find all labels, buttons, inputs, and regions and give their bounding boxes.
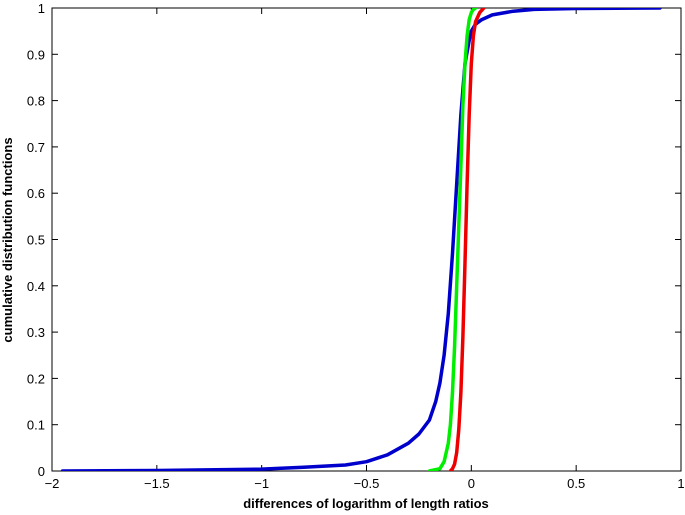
y-tick-label: 0.4 bbox=[27, 279, 45, 294]
y-tick-label: 0.2 bbox=[27, 371, 45, 386]
y-tick-label: 0.7 bbox=[27, 140, 45, 155]
y-tick-label: 0.8 bbox=[27, 94, 45, 109]
plot-area bbox=[51, 7, 682, 472]
y-axis-label: cumulative distribution functions bbox=[0, 137, 15, 342]
y-axis-ticks: 0 0.1 0.2 0.3 0.4 0.5 0.6 0.7 0.8 0.9 1 bbox=[27, 1, 681, 479]
y-tick-label: 0.6 bbox=[27, 186, 45, 201]
series-line-3 bbox=[448, 8, 486, 471]
x-axis-ticks: −2 −1.5 −1 −0.5 0 0.5 1 bbox=[45, 8, 685, 491]
y-tick-label: 0.3 bbox=[27, 325, 45, 340]
series-group bbox=[60, 8, 662, 471]
series-line-2 bbox=[427, 8, 478, 471]
y-tick-label: 1 bbox=[38, 1, 45, 16]
x-tick-label: −1.5 bbox=[144, 476, 170, 491]
y-tick-label: 0.9 bbox=[27, 47, 45, 62]
x-tick-label: 1 bbox=[677, 476, 684, 491]
x-tick-label: 0 bbox=[468, 476, 475, 491]
x-axis-label: differences of logarithm of length ratio… bbox=[243, 496, 489, 511]
x-tick-label: −2 bbox=[45, 476, 60, 491]
y-tick-label: 0.5 bbox=[27, 233, 45, 248]
x-tick-label: 0.5 bbox=[567, 476, 585, 491]
y-tick-label: 0 bbox=[38, 464, 45, 479]
series-line-1 bbox=[60, 8, 662, 471]
x-tick-label: −0.5 bbox=[354, 476, 380, 491]
x-tick-label: −1 bbox=[254, 476, 269, 491]
y-tick-label: 0.1 bbox=[27, 418, 45, 433]
